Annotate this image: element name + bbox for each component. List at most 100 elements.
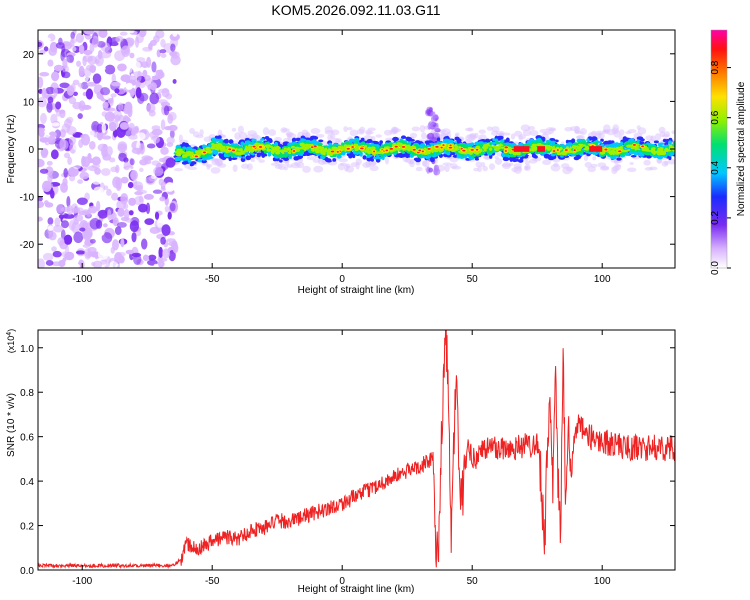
noise-blob — [84, 164, 89, 171]
spike-blob — [428, 167, 434, 173]
signal-blob — [611, 142, 618, 148]
halo-blob — [501, 163, 511, 167]
hotspot-core — [449, 144, 452, 147]
signal-blob — [250, 141, 253, 145]
halo-blob — [332, 137, 340, 144]
noise-blob — [169, 129, 175, 139]
noise-blob — [50, 149, 59, 160]
noise-blob — [172, 30, 178, 37]
halo-blob — [286, 131, 293, 138]
signal-blob — [313, 148, 318, 151]
signal-blob — [653, 140, 659, 144]
noise-blob — [47, 135, 56, 145]
signal-blob — [525, 143, 529, 147]
halo-blob — [478, 134, 487, 141]
noise-blob — [82, 55, 87, 67]
signal-blob — [182, 154, 185, 159]
signal-blob — [612, 147, 617, 151]
signal-blob — [474, 157, 480, 161]
noise-blob — [133, 196, 144, 206]
signal-blob — [563, 151, 570, 154]
signal-blob — [639, 138, 645, 142]
halo-blob — [347, 127, 353, 131]
signal-blob — [379, 140, 383, 145]
halo-blob — [592, 156, 597, 161]
halo-blob — [179, 139, 189, 144]
halo-blob — [643, 159, 651, 166]
halo-blob — [234, 132, 241, 141]
signal-blob — [474, 152, 480, 155]
noise-blob — [38, 200, 45, 209]
signal-blob — [183, 142, 190, 148]
signal-blob — [238, 154, 242, 158]
hotspot-core — [394, 145, 398, 148]
signal-blob — [317, 146, 322, 149]
noise-blob — [162, 248, 171, 259]
signal-blob — [489, 147, 493, 151]
signal-blob — [488, 150, 492, 154]
signal-blob — [331, 146, 337, 151]
noise-blob — [49, 189, 55, 199]
signal-blob — [341, 142, 345, 146]
halo-blob — [312, 158, 321, 163]
signal-blob — [578, 146, 584, 148]
noise-blob — [38, 258, 46, 268]
signal-blob — [354, 140, 359, 144]
signal-blob — [361, 142, 365, 146]
halo-blob — [251, 133, 259, 140]
x-tick-label: 100 — [594, 576, 611, 587]
halo-blob — [495, 130, 505, 136]
halo-blob — [562, 166, 572, 175]
halo-blob — [590, 163, 598, 168]
noise-blob — [96, 228, 105, 237]
halo-blob — [286, 164, 293, 168]
noise-blob — [61, 123, 71, 134]
signal-blob — [260, 138, 264, 141]
signal-blob — [235, 147, 238, 151]
hotspot-core — [442, 144, 445, 147]
signal-blob — [475, 145, 481, 150]
noise-blob — [92, 73, 102, 84]
signal-blob — [349, 139, 356, 142]
halo-blob — [618, 135, 623, 140]
noise-blob — [84, 248, 92, 260]
halo-blob — [310, 127, 321, 135]
signal-blob — [280, 154, 285, 158]
noise-blob — [88, 130, 95, 138]
hotspot-core — [351, 146, 354, 148]
signal-blob — [259, 152, 264, 156]
signal-blob — [563, 155, 570, 158]
noise-blob — [89, 218, 101, 230]
halo-blob — [238, 131, 248, 140]
signal-blob — [534, 143, 539, 146]
signal-blob — [185, 151, 189, 154]
noise-blob — [78, 100, 86, 112]
noise-blob — [47, 173, 53, 183]
noise-blob — [119, 122, 129, 130]
noise-blob — [105, 107, 116, 112]
noise-blob — [79, 171, 89, 180]
noise-blob — [115, 177, 123, 190]
signal-blob — [666, 152, 670, 156]
noise-blob — [115, 35, 124, 43]
noise-blob — [85, 88, 94, 100]
y-tick-label: 10 — [23, 97, 35, 108]
halo-blob — [189, 128, 195, 135]
noise-blob — [127, 181, 134, 189]
noise-blob — [123, 48, 130, 55]
noise-blob — [77, 179, 84, 184]
noise-blob — [109, 41, 119, 47]
noise-blob — [77, 113, 83, 119]
signal-blob — [534, 140, 539, 144]
signal-blob — [370, 146, 376, 151]
halo-blob — [629, 162, 634, 166]
noise-blob — [137, 132, 146, 140]
signal-blob — [214, 147, 219, 151]
signal-blob — [633, 141, 637, 144]
noise-blob — [158, 246, 163, 258]
noise-blob — [87, 165, 98, 172]
noise-blob — [85, 265, 91, 268]
halo-blob — [268, 129, 277, 136]
noise-blob — [70, 38, 78, 44]
signal-blob — [423, 145, 428, 148]
